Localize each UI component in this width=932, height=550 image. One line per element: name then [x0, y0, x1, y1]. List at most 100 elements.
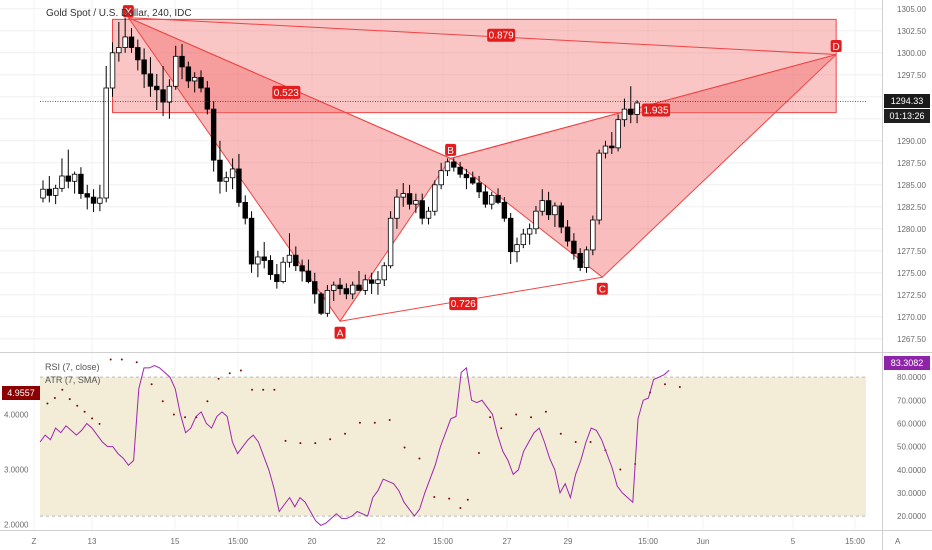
- candle-body: [223, 177, 229, 182]
- svg-text:83.3082: 83.3082: [891, 358, 924, 368]
- pattern-point-label: B: [447, 146, 454, 157]
- candle-body: [274, 274, 280, 282]
- price-tick-label: 1272.50: [897, 291, 926, 300]
- ratio-label: 0.879: [489, 31, 514, 42]
- atr-dot: [239, 369, 242, 372]
- candle-body: [267, 260, 274, 275]
- rsi-series: [39, 365, 670, 526]
- candle-body: [507, 217, 514, 253]
- svg-text:1294.33: 1294.33: [891, 96, 924, 106]
- candle-body: [457, 166, 463, 175]
- price-tick-label: 1305.00: [897, 5, 926, 14]
- atr-dot: [619, 468, 622, 471]
- pattern-point-label: A: [337, 329, 344, 340]
- atr-dot: [251, 388, 254, 391]
- price-tick-label: 1275.00: [897, 269, 926, 278]
- candle-body: [71, 173, 78, 182]
- price-tick-label: 1282.50: [897, 203, 926, 212]
- atr-dot: [678, 386, 681, 388]
- candle-body: [65, 175, 71, 182]
- time-tick-label: 15:00: [433, 537, 454, 546]
- ratio-label: 0.726: [451, 299, 476, 310]
- rsi-value-tag: 83.3082: [884, 356, 930, 370]
- candle-body: [394, 196, 400, 219]
- atr-dot: [83, 410, 86, 413]
- candle-body: [280, 261, 286, 282]
- atr-dot: [559, 432, 562, 435]
- candle-body: [526, 228, 533, 235]
- candle-body: [59, 175, 65, 189]
- price-tick-label: 1280.00: [897, 225, 926, 234]
- atr-dot: [109, 358, 112, 361]
- pattern-point-label: D: [833, 42, 840, 53]
- atr-dot: [663, 383, 666, 386]
- candle-body: [185, 66, 192, 82]
- candle-body: [173, 55, 179, 87]
- candle-body: [368, 279, 375, 284]
- candle-body: [116, 47, 122, 54]
- atr-legend[interactable]: ATR (7, SMA): [45, 375, 100, 385]
- pattern-point-x: [122, 5, 134, 18]
- candle-body: [545, 200, 552, 216]
- candle-body: [602, 145, 609, 154]
- rsi-tick-label: 20.0000: [897, 512, 926, 521]
- svg-text:01:13:26: 01:13:26: [889, 111, 924, 121]
- atr-axis-ticks: 4.0000 3.0000 2.0000: [4, 411, 29, 530]
- candle-body: [615, 119, 621, 149]
- pattern-point-d: [830, 40, 842, 53]
- rsi-line: [39, 365, 670, 526]
- time-tick-label: 15:00: [228, 537, 249, 546]
- candle-body: [375, 279, 381, 284]
- candle-body: [539, 200, 545, 212]
- candle-body: [482, 191, 489, 205]
- atr-dot: [544, 410, 547, 413]
- svg-text:4.9557: 4.9557: [7, 388, 35, 398]
- candle-body: [495, 194, 501, 203]
- candle-body: [356, 284, 362, 291]
- candle-body: [621, 108, 628, 121]
- candle-body: [501, 201, 508, 219]
- price-tick-label: 1297.50: [897, 71, 926, 80]
- atr-dot: [489, 416, 492, 419]
- candle-body: [128, 36, 135, 48]
- candle-body: [577, 253, 583, 268]
- candle-body: [204, 87, 211, 110]
- atr-dot: [76, 404, 79, 407]
- candle-body: [343, 288, 350, 295]
- atr-dot: [217, 377, 220, 380]
- candle-body: [318, 293, 324, 314]
- atr-dot: [53, 397, 56, 399]
- candle-body: [362, 279, 369, 291]
- atr-dot: [500, 427, 503, 430]
- atr-dot: [418, 457, 421, 460]
- candle-body: [444, 161, 451, 172]
- rsi-tick-label: 30.0000: [897, 489, 926, 498]
- candle-body: [552, 205, 558, 216]
- candle-body: [179, 55, 185, 68]
- rsi-tick-label: 70.0000: [897, 396, 926, 405]
- chart-title: Gold Spot / U.S. Dollar, 240, IDC: [46, 8, 192, 19]
- time-axis-settings-icon[interactable]: A: [895, 537, 901, 546]
- candle-body: [451, 161, 457, 168]
- candle-body: [349, 284, 356, 295]
- candle-body: [425, 210, 432, 219]
- atr-dot: [206, 400, 209, 403]
- atr-dot: [172, 413, 175, 416]
- candle-body: [312, 281, 318, 295]
- candle-body: [590, 219, 596, 251]
- price-tick-label: 1267.50: [897, 335, 926, 344]
- atr-dot: [120, 358, 123, 361]
- candle-body: [432, 184, 438, 212]
- atr-dot: [515, 413, 518, 416]
- atr-dot: [68, 398, 71, 401]
- price-tick-label: 1300.00: [897, 49, 926, 58]
- rsi-legend[interactable]: RSI (7, close): [45, 362, 100, 372]
- time-tick-label: 5: [791, 537, 796, 546]
- pattern-point-c: [596, 282, 608, 295]
- atr-series: [46, 358, 681, 509]
- rsi-tick-label: 80.0000: [897, 373, 926, 382]
- candle-body: [438, 170, 444, 186]
- price-tick-label: 1290.00: [897, 137, 926, 146]
- price-tick-label: 1285.00: [897, 181, 926, 190]
